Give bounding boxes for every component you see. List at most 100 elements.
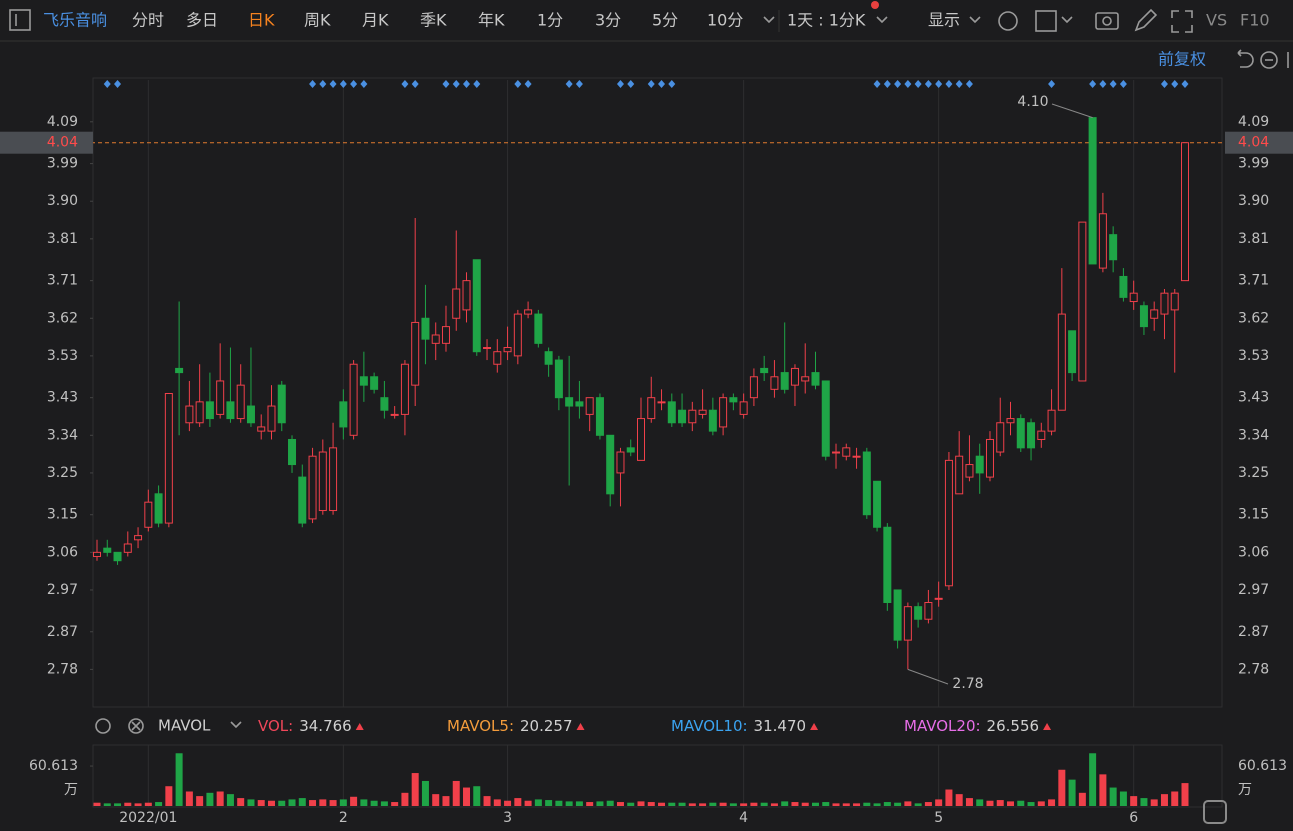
- indicator-name: MAVOL5:: [447, 717, 514, 735]
- volume-bar: [1048, 799, 1056, 806]
- candle-body: [1129, 292, 1138, 303]
- adjust-mode[interactable]: 前复权: [1158, 50, 1206, 69]
- y-tick-label: 3.25: [1238, 465, 1269, 481]
- candle-body: [277, 384, 286, 424]
- volume-bar: [278, 800, 286, 806]
- candle-body: [329, 447, 338, 512]
- volume-bar: [175, 753, 183, 806]
- signal-marker: [329, 80, 337, 88]
- notify-dot: [871, 1, 879, 9]
- period-tab[interactable]: 季K: [420, 11, 447, 30]
- indicator-name: MAVOL10:: [671, 717, 748, 735]
- volume-bar: [976, 799, 984, 806]
- last-price-box: [1225, 131, 1293, 154]
- checkbox-icon[interactable]: [1035, 10, 1057, 32]
- volume-bar: [196, 796, 204, 806]
- last-price-box: [0, 131, 93, 154]
- price-frame: [92, 77, 1223, 708]
- period-tab[interactable]: 年K: [478, 11, 505, 30]
- trend-arrow: [1043, 723, 1052, 730]
- y-tick-label: 3.53: [47, 348, 78, 364]
- candle-body: [544, 351, 553, 365]
- candle-body: [821, 380, 830, 457]
- volume-bar: [832, 803, 840, 806]
- undo-icon[interactable]: [1237, 49, 1254, 68]
- candle-body: [1016, 418, 1025, 449]
- period-tab[interactable]: 日K: [248, 11, 275, 30]
- f10-button[interactable]: F10: [1240, 11, 1270, 30]
- period-tab[interactable]: 3分: [595, 11, 621, 30]
- y-tick-label: 3.43: [1238, 390, 1269, 406]
- more-chevron[interactable]: [763, 16, 775, 24]
- volume-bar: [811, 802, 819, 806]
- candle-body: [257, 426, 266, 432]
- indicator-settings[interactable]: [95, 718, 111, 734]
- indicator-values: VOL: 34.766 MAVOL5: 20.257 MAVOL10: 31.470 MAV…: [258, 717, 1052, 735]
- candle-body: [996, 422, 1005, 453]
- period-tab[interactable]: 多日: [186, 11, 218, 30]
- candle-body: [1109, 234, 1118, 261]
- camera-lens: [1102, 16, 1112, 26]
- candle-body: [760, 367, 769, 374]
- volume-bar: [493, 799, 501, 806]
- zoom-out-icon[interactable]: [1260, 51, 1278, 69]
- candle-body: [955, 455, 964, 495]
- volume-bar: [93, 802, 101, 806]
- period-tab[interactable]: 10分: [707, 11, 743, 30]
- candle-body: [637, 418, 645, 461]
- signal-marker: [524, 80, 532, 88]
- settings-icon[interactable]: [998, 11, 1018, 31]
- indicator-close[interactable]: [128, 718, 144, 734]
- stock-name[interactable]: 飞乐音响: [43, 11, 107, 30]
- max-leader: [1051, 103, 1093, 119]
- sidebar-toggle[interactable]: [9, 9, 31, 31]
- period-tab[interactable]: 分时: [132, 11, 164, 30]
- candle-body: [1047, 409, 1056, 432]
- volume-bar: [124, 802, 132, 806]
- volume-bar: [329, 800, 337, 806]
- volume-bar: [1160, 794, 1168, 806]
- indicator-value: 26.556: [987, 717, 1040, 735]
- display-chevron: [969, 16, 981, 24]
- period-tab[interactable]: 月K: [362, 11, 389, 30]
- period-tab[interactable]: 周K: [304, 11, 331, 30]
- indicator-label: MAVOL10: 31.470: [671, 717, 806, 735]
- signal-marker: [452, 80, 460, 88]
- period-tab[interactable]: 1分: [537, 11, 563, 30]
- fullscreen-icon[interactable]: [1171, 10, 1193, 33]
- volume-bar: [1068, 779, 1076, 806]
- signal-marker: [1181, 80, 1189, 88]
- volume-bar: [226, 794, 234, 806]
- candle-body: [1139, 305, 1148, 328]
- interval-chevron: [876, 16, 888, 24]
- signal-marker: [658, 80, 666, 88]
- indicator-label: VOL: 34.766: [258, 717, 352, 735]
- camera-icon[interactable]: [1095, 12, 1119, 30]
- draw-icon[interactable]: [1134, 8, 1158, 32]
- volume-bar: [688, 803, 696, 806]
- candle-body: [883, 526, 892, 604]
- volume-bar: [678, 802, 686, 806]
- signal-marker: [924, 80, 932, 88]
- volume-tick-label: 60.613: [29, 758, 78, 774]
- candle-body: [575, 401, 584, 407]
- volume-bar: [658, 802, 666, 806]
- candle-body: [698, 409, 707, 415]
- vs-button[interactable]: VS: [1206, 11, 1227, 30]
- y-tick-label: 3.06: [1238, 544, 1269, 560]
- volume-bar: [565, 801, 573, 806]
- display-menu[interactable]: 显示: [928, 11, 960, 30]
- candle-body: [1150, 309, 1159, 319]
- period-tab[interactable]: 5分: [652, 11, 678, 30]
- volume-bar: [781, 801, 789, 806]
- volume-bar: [206, 792, 214, 806]
- indicator-name[interactable]: MAVOL: [158, 717, 211, 735]
- volume-bar: [370, 800, 378, 806]
- volume-frame: [92, 744, 1223, 808]
- interval[interactable]: 1天 : 1分K: [787, 11, 866, 30]
- y-tick-label: 3.71: [47, 273, 78, 289]
- min-leader: [907, 668, 949, 685]
